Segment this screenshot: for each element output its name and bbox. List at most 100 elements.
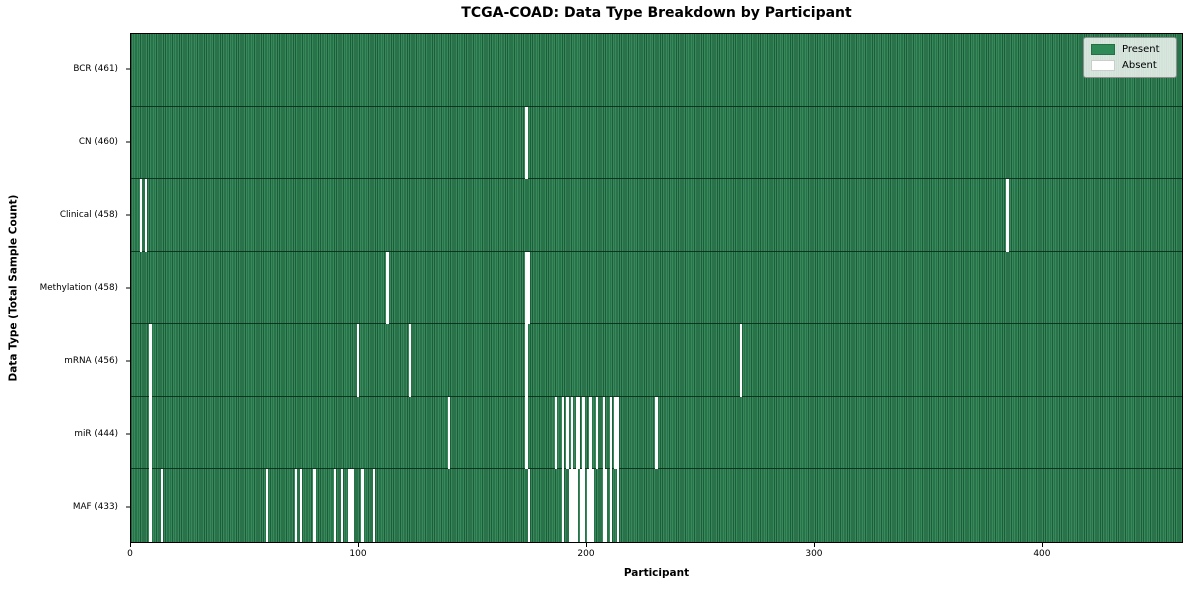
- y-tick-label: BCR (461): [73, 64, 118, 75]
- absent-stripe: [566, 396, 569, 470]
- absent-stripe: [555, 396, 558, 470]
- legend-label-present: Present: [1122, 44, 1160, 55]
- y-tick-mark: [126, 360, 130, 362]
- absent-stripe: [525, 324, 528, 397]
- y-tick-mark: [126, 68, 130, 70]
- absent-stripe: [616, 396, 619, 470]
- absent-stripe: [447, 396, 451, 470]
- x-axis-title: Participant: [623, 567, 690, 579]
- absent-stripe: [149, 324, 152, 397]
- absent-stripe: [352, 469, 355, 543]
- y-tick-mark: [126, 141, 130, 143]
- row-MAF: [131, 469, 1182, 543]
- absent-stripe: [582, 469, 585, 543]
- absent-stripe: [349, 469, 353, 543]
- absent-stripe: [372, 469, 375, 543]
- row-BCR: [131, 34, 1182, 107]
- absent-stripe: [149, 396, 152, 470]
- absent-stripe: [582, 396, 585, 470]
- legend-item-absent: Absent: [1091, 60, 1169, 71]
- absent-stripe: [525, 106, 528, 180]
- absent-stripe: [609, 396, 613, 470]
- y-tick-label: Clinical (458): [59, 210, 118, 221]
- x-axis-ticks: 0 100 200 300 400: [127, 543, 1183, 565]
- absent-stripe: [347, 469, 350, 543]
- x-tick-label: 200: [577, 549, 595, 559]
- chart-title: TCGA-COAD: Data Type Breakdown by Partic…: [461, 5, 852, 21]
- absent-stripe: [265, 469, 268, 543]
- legend-swatch-present: [1091, 44, 1115, 55]
- x-tick-label: 0: [127, 549, 133, 559]
- row-miR: [131, 396, 1182, 470]
- absent-stripe: [561, 396, 565, 470]
- absent-stripe: [580, 469, 583, 543]
- absent-stripe: [340, 469, 343, 543]
- y-tick-label: CN (460): [78, 137, 118, 148]
- absent-stripe: [589, 469, 592, 543]
- y-axis-labels: BCR (461) CN (460) Clinical (458) Methylati…: [0, 33, 130, 543]
- absent-stripe: [655, 396, 658, 470]
- absent-stripe: [295, 469, 298, 543]
- row-Methylation: [131, 251, 1182, 325]
- legend-swatch-absent: [1091, 60, 1115, 71]
- y-tick-mark: [126, 506, 130, 508]
- row-mRNA: [131, 324, 1182, 397]
- x-tick-label: 100: [349, 549, 367, 559]
- absent-stripe: [614, 396, 617, 470]
- legend: Present Absent: [1083, 37, 1177, 78]
- y-tick-label: Methylation (458): [39, 283, 118, 293]
- absent-stripe: [571, 396, 574, 470]
- y-tick-label: MAF (433): [72, 501, 118, 512]
- legend-item-present: Present: [1091, 44, 1169, 55]
- absent-stripe: [313, 469, 316, 543]
- x-tick-label: 400: [1033, 549, 1051, 559]
- absent-stripe: [573, 469, 576, 543]
- y-tick-mark: [126, 287, 130, 289]
- legend-label-absent: Absent: [1122, 60, 1157, 71]
- absent-stripe: [568, 469, 571, 543]
- absent-stripe: [602, 469, 606, 543]
- absent-stripe: [140, 179, 143, 252]
- absent-stripe: [586, 469, 590, 543]
- y-tick-mark: [126, 433, 130, 435]
- x-tick-mark: [130, 543, 131, 547]
- x-tick-label: 300: [805, 549, 823, 559]
- absent-stripe: [299, 469, 302, 543]
- x-tick-mark: [585, 543, 587, 547]
- absent-stripe: [525, 251, 528, 325]
- absent-stripe: [525, 396, 528, 470]
- absent-stripe: [144, 179, 147, 252]
- row-CN: [131, 106, 1182, 180]
- absent-stripe: [409, 324, 412, 397]
- absent-stripe: [605, 469, 608, 543]
- absent-stripe: [575, 469, 578, 543]
- absent-stripe: [575, 396, 578, 470]
- absent-stripe: [386, 251, 389, 325]
- y-tick-label: mRNA (456): [64, 355, 118, 366]
- absent-stripe: [1006, 179, 1009, 252]
- absent-stripe: [160, 469, 163, 543]
- y-tick-mark: [126, 214, 130, 216]
- absent-stripe: [561, 469, 565, 543]
- absent-stripe: [356, 324, 359, 397]
- absent-stripe: [589, 396, 592, 470]
- x-tick-mark: [813, 543, 815, 547]
- x-tick-mark: [357, 543, 359, 547]
- absent-stripe: [527, 251, 530, 325]
- y-tick-label: miR (444): [74, 428, 118, 439]
- x-tick-mark: [1041, 543, 1043, 547]
- row-Clinical: [131, 179, 1182, 252]
- plot-area: [130, 33, 1183, 543]
- absent-stripe: [527, 469, 530, 543]
- absent-stripe: [577, 396, 581, 470]
- absent-stripe: [571, 469, 574, 543]
- absent-stripe: [609, 469, 613, 543]
- absent-stripe: [333, 469, 337, 543]
- absent-stripe: [596, 396, 599, 470]
- absent-stripe: [361, 469, 364, 543]
- absent-stripe: [149, 469, 152, 543]
- absent-stripe: [591, 469, 594, 543]
- absent-stripe: [616, 469, 619, 543]
- absent-stripe: [602, 396, 606, 470]
